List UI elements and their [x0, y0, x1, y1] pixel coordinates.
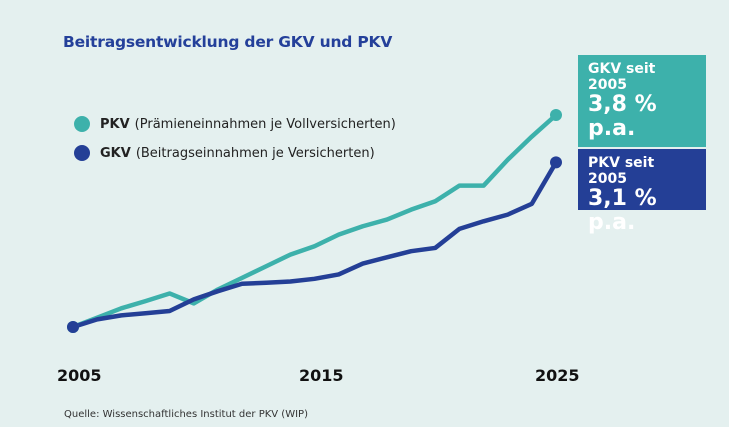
data-point-gkv-2005: [67, 321, 79, 333]
legend-desc-pkv: (Prämieneinnahmen je Vollversicherten): [134, 116, 396, 132]
annotation-box-gkv: GKV seit 2005 3,8 % p.a.: [578, 55, 706, 147]
x-tick-label: 2015: [299, 366, 344, 385]
data-point-gkv-2025: [550, 156, 562, 169]
legend-marker-gkv: [74, 145, 90, 161]
x-tick-label: 2025: [535, 366, 580, 385]
legend-label-gkv: GKV: [100, 145, 131, 161]
series-line-gkv: [72, 161, 558, 330]
legend-item-gkv: GKV (Beitragseinnahmen je Versicherten): [74, 145, 375, 161]
chart-title: Beitragsentwicklung der GKV und PKV: [63, 33, 393, 51]
annotation-value: 3,1 % p.a.: [588, 186, 657, 235]
source-note: Quelle: Wissenschaftliches Institut der …: [64, 409, 308, 420]
series-line-pkv: [72, 113, 558, 330]
legend-item-pkv: PKV (Prämieneinnahmen je Vollversicherte…: [74, 116, 396, 132]
legend-label-pkv: PKV: [100, 116, 130, 132]
legend-desc-gkv: (Beitragseinnahmen je Versicherten): [135, 145, 375, 161]
x-tick-label: 2005: [57, 366, 102, 385]
annotation-box-pkv: PKV seit 2005 3,1 % p.a.: [578, 149, 706, 235]
annotation-label: PKV seit 2005: [588, 155, 655, 187]
annotation-value: 3,8 % p.a.: [588, 92, 657, 141]
annotation-label: GKV seit 2005: [588, 61, 656, 93]
legend-marker-pkv: [74, 116, 90, 132]
data-point-pkv-2025: [550, 109, 562, 121]
